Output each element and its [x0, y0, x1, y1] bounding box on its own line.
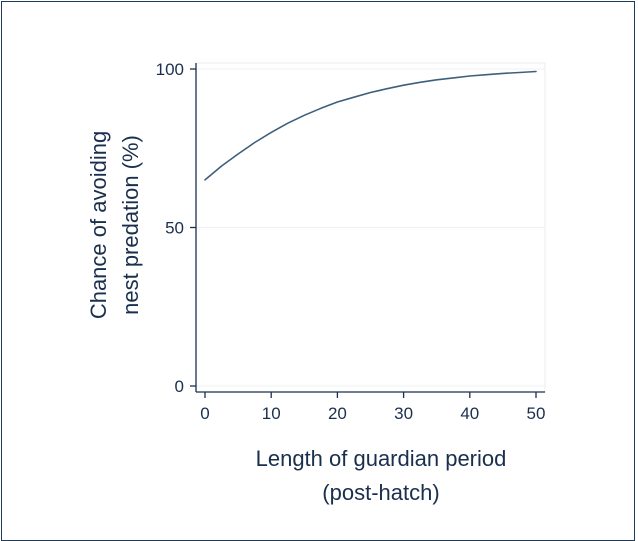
y-axis-title-line1: Chance of avoiding	[86, 131, 111, 319]
y-tick-label: 100	[156, 60, 184, 79]
x-tick-label: 50	[527, 404, 546, 423]
x-tick-label: 30	[394, 404, 413, 423]
line-chart: 0 50 100 0 10 20 30 40 50 Length of guardian per…	[86, 60, 546, 505]
y-tick-label: 50	[165, 219, 184, 238]
x-axis-title-line1: Length of guardian period	[256, 446, 507, 471]
x-tick-label: 0	[200, 404, 209, 423]
x-tick-label: 20	[328, 404, 347, 423]
axes	[190, 62, 546, 398]
x-tick-label: 40	[460, 404, 479, 423]
x-axis-title-line2: (post-hatch)	[322, 480, 439, 505]
y-axis-title-line2: nest predation (%)	[118, 135, 143, 315]
grid-lines	[196, 68, 545, 387]
tick-labels: 0 50 100 0 10 20 30 40 50	[156, 60, 546, 423]
x-tick-label: 10	[262, 404, 281, 423]
series-layer	[204, 70, 537, 181]
series-line-1	[204, 70, 537, 181]
y-tick-label: 0	[175, 377, 184, 396]
axis-titles: Length of guardian period (post-hatch) C…	[86, 131, 506, 505]
